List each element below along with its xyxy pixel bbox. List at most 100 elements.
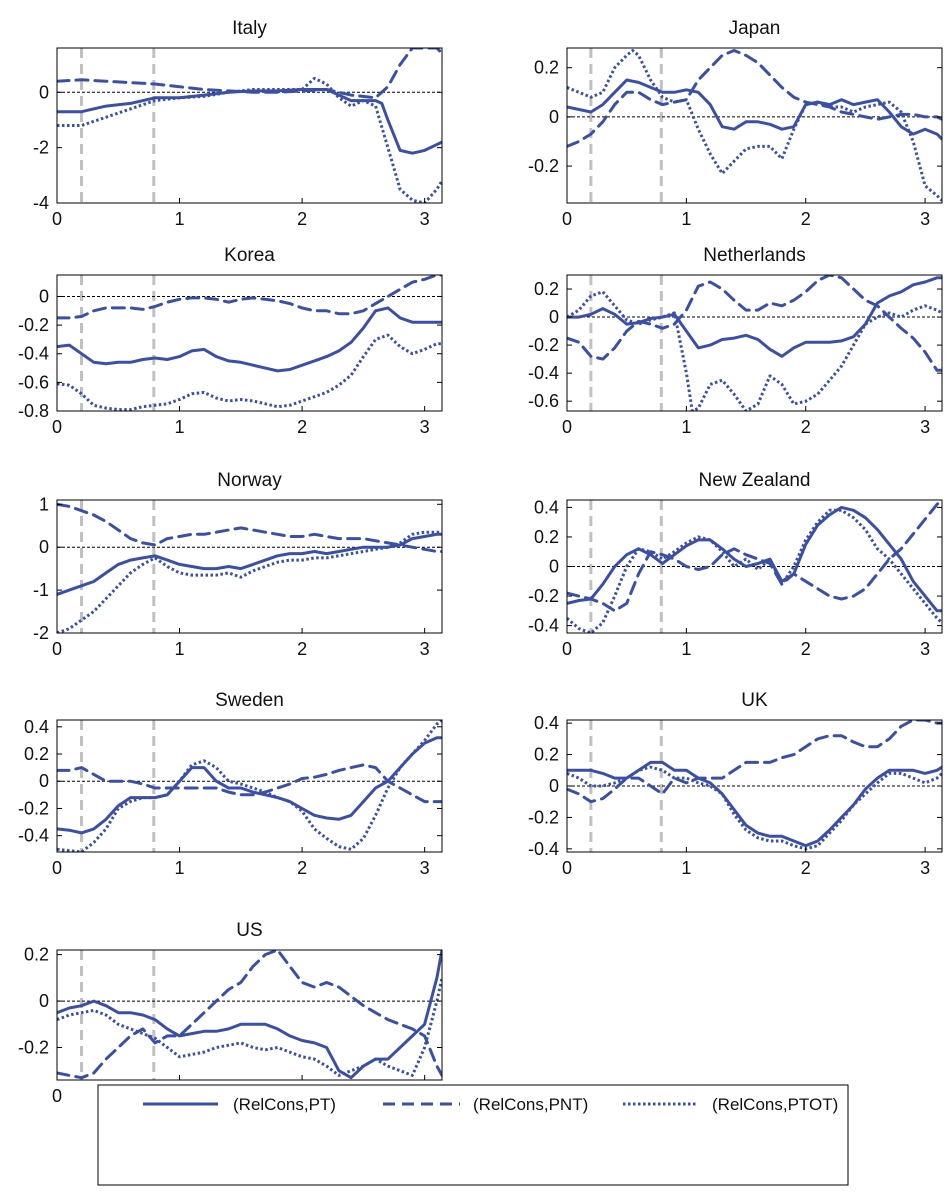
panel-norway: Norway -2 -1 0 1 0 1 2 3 [33,470,443,659]
x-tick-label: 1 [175,639,185,659]
x-tick-label: 2 [801,209,811,229]
x-tick-label: 3 [420,417,430,437]
y-tick-label: -0.4 [528,839,559,859]
panel-title: UK [741,690,768,711]
legend: (RelCons,PT) (RelCons,PNT) (RelCons,PTOT… [97,1084,849,1186]
axes-frame [56,949,443,1081]
x-tick-label: 2 [297,639,307,659]
panel-title: Italy [232,18,267,39]
panel-title: Sweden [215,690,284,711]
y-tick-label: 0.2 [534,527,559,547]
y-tick-label: 0 [549,307,559,327]
x-tick-label: 1 [175,417,185,437]
x-tick-label: 1 [681,417,691,437]
x-tick-label: 1 [175,858,185,878]
x-tick-label: 3 [420,209,430,229]
series-line-dotted [57,977,442,1077]
axes-frame [56,47,443,204]
y-tick-label: 0.2 [534,745,559,765]
panel-title: New Zealand [699,470,811,491]
series-line-dashed [567,275,942,372]
x-tick-label: 0 [52,1086,62,1106]
series-line-dotted [567,508,942,633]
x-tick-label: 2 [801,417,811,437]
panel-title: Netherlands [703,245,805,266]
x-tick-label: 0 [562,858,572,878]
legend-label-pnt: (RelCons,PNT) [473,1095,588,1114]
x-tick-label: 0 [562,209,572,229]
x-tick-label: 2 [297,417,307,437]
series-line-dotted [567,290,942,411]
series-line-solid [57,306,442,373]
panel-title: Norway [217,470,282,491]
y-tick-label: 0 [549,776,559,796]
y-tick-label: 0 [39,771,49,791]
y-tick-label: 0 [549,107,559,127]
x-tick-label: 1 [681,639,691,659]
panel-sweden: Sweden -0.4 -0.2 0 0.2 0.4 0 1 2 3 [18,690,443,878]
plot-area [57,950,442,1080]
series-line-solid [567,276,942,358]
axes-frame [56,719,443,853]
x-tick-label: 2 [297,858,307,878]
y-tick-label: 1 [39,494,49,514]
panel-netherlands: Netherlands -0.6 -0.4 -0.2 0 0.2 0 1 2 3 [528,245,943,437]
series-line-dashed [567,720,942,804]
panel-japan: Japan -0.2 0 0.2 0 1 2 3 [528,18,943,229]
series-line-dotted [57,333,442,411]
y-tick-label: -0.2 [18,798,49,818]
axes-frame [566,47,943,204]
x-tick-label: 0 [562,417,572,437]
y-tick-label: -0.4 [528,616,559,636]
y-tick-label: -0.8 [18,401,49,421]
series-line-dashed [567,49,942,148]
y-tick-label: -0.6 [18,372,49,392]
series-line-dotted [57,76,442,203]
y-tick-label: 0.4 [24,717,49,737]
x-tick-label: 0 [562,639,572,659]
panel-title: Korea [224,245,275,266]
y-tick-label: 0 [39,537,49,557]
x-tick-label: 2 [297,209,307,229]
plot-area [57,275,442,411]
series-line-dashed [57,950,442,1080]
x-tick-label: 0 [52,417,62,437]
axes-frame [56,274,443,412]
legend-label-pt: (RelCons,PT) [233,1095,336,1114]
series-line-dashed [567,500,942,613]
y-tick-label: -2 [33,138,49,158]
y-tick-label: 0.4 [534,713,559,733]
y-tick-label: -0.2 [528,807,559,827]
y-tick-label: 0.2 [24,744,49,764]
x-tick-label: 0 [52,639,62,659]
y-tick-label: -0.2 [528,586,559,606]
x-tick-label: 0 [52,209,62,229]
axes-frame [566,274,943,412]
x-tick-label: 1 [681,209,691,229]
y-tick-label: -0.2 [18,1038,49,1058]
y-tick-label: 0 [39,286,49,306]
x-tick-label: 1 [175,209,185,229]
x-tick-label: 3 [920,858,930,878]
y-tick-label: -0.4 [528,363,559,383]
series-line-solid [567,505,942,613]
series-line-solid [567,760,942,848]
series-line-dotted [57,530,442,633]
y-tick-label: -2 [33,623,49,643]
legend-label-ptot: (RelCons,PTOT) [712,1095,838,1114]
x-tick-label: 3 [920,209,930,229]
y-tick-label: 0 [39,991,49,1011]
series-line-solid [57,88,442,155]
panel-italy: Italy -4 -2 0 0 1 2 3 [33,18,443,229]
series-line-solid [567,78,942,141]
y-tick-label: -0.2 [528,156,559,176]
panel-title: Japan [729,18,781,39]
y-tick-label: -0.6 [528,391,559,411]
series-line-solid [57,532,442,596]
plot-area [567,275,942,411]
plot-area [57,48,442,203]
y-tick-label: 0 [549,557,559,577]
axes-frame [56,499,443,634]
